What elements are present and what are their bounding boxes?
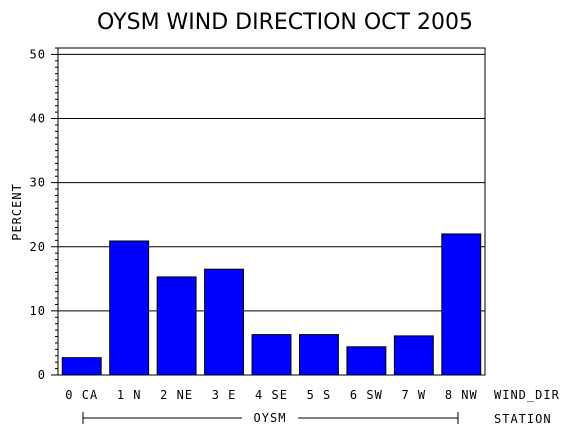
plot-frame	[57, 47, 486, 376]
bar-7	[393, 335, 434, 376]
x-tick-label: 2 NE	[160, 388, 193, 402]
y-tick-label: 50	[30, 47, 46, 61]
bar-0	[61, 357, 102, 376]
bars	[61, 233, 482, 376]
group-label: OYSM	[254, 411, 287, 425]
y-tick-label: 30	[30, 176, 46, 190]
y-tick-label: 0	[38, 368, 46, 382]
bar-6	[346, 346, 387, 376]
station-group-bracket: OYSM	[82, 411, 459, 425]
y-tick-label: 10	[30, 304, 46, 318]
x-axis-ticks: 0 CA 1 N 2 NE 3 E 4 SE 5 S 6 SW 7 W 8 NW	[65, 388, 478, 402]
chart-title: OYSM WIND DIRECTION OCT 2005	[97, 10, 473, 35]
y-tick-label: 40	[30, 112, 46, 126]
bar-1	[109, 240, 150, 376]
x-tick-label: 3 E	[212, 388, 237, 402]
x-tick-label: 5 S	[307, 388, 332, 402]
x-tick-label: 1 N	[117, 388, 142, 402]
x-tick-label: 8 NW	[445, 388, 478, 402]
y-tick-label: 20	[30, 240, 46, 254]
x-tick-label: 6 SW	[350, 388, 383, 402]
x-tick-label: 7 W	[401, 388, 426, 402]
y-axis-ticks: 0 10 20 30 40 50	[30, 47, 58, 382]
bar-8	[441, 233, 482, 376]
bar-4	[251, 334, 292, 376]
group-axis-label: STATION	[494, 412, 552, 426]
x-tick-label: 0 CA	[65, 388, 98, 402]
x-tick-label: 4 SE	[255, 388, 288, 402]
bar-5	[298, 334, 339, 376]
x-axis-label: WIND_DIR	[494, 388, 560, 402]
bar-3	[204, 268, 245, 376]
bar-2	[156, 276, 197, 376]
y-axis-label: PERCENT	[10, 183, 24, 241]
